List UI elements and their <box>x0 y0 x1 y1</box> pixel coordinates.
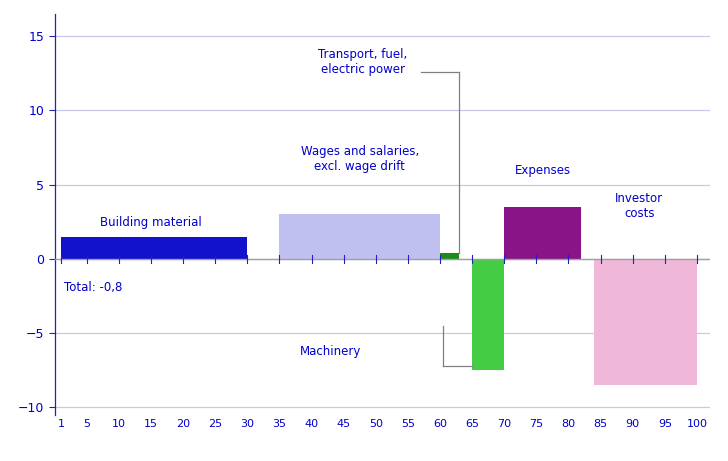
Text: Wages and salaries,
excl. wage drift: Wages and salaries, excl. wage drift <box>301 145 419 173</box>
Bar <box>505 207 582 259</box>
Text: Investor
costs: Investor costs <box>615 192 663 220</box>
Bar <box>440 253 459 259</box>
Text: Building material: Building material <box>100 216 202 229</box>
Bar <box>594 259 697 385</box>
Text: Total: -0,8: Total: -0,8 <box>64 281 122 294</box>
Bar <box>280 214 440 259</box>
Text: Transport, fuel,
electric power: Transport, fuel, electric power <box>318 48 408 76</box>
Bar <box>61 236 248 259</box>
Text: Machinery: Machinery <box>300 344 362 358</box>
Text: Expenses: Expenses <box>515 164 571 177</box>
Bar <box>472 259 505 370</box>
